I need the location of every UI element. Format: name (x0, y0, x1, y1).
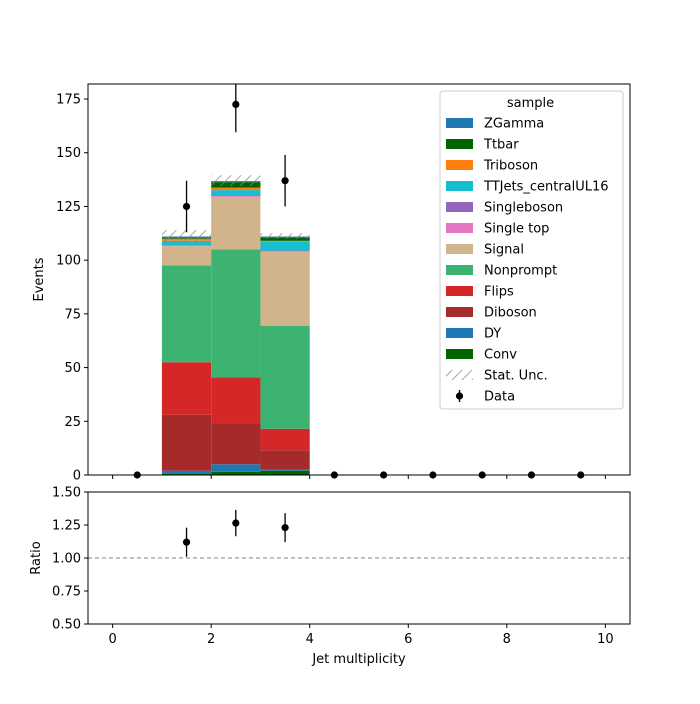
legend-swatch-triboson (446, 160, 473, 170)
bar-single-top-bin-0 (162, 246, 211, 247)
legend-label-ttjets-centralul16: TTJets_centralUL16 (483, 180, 609, 195)
legend-swatch-single-top (446, 223, 473, 233)
legend-label-signal: Signal (484, 243, 524, 258)
legend-swatch-zgamma (446, 118, 473, 128)
legend-label-ttbar: Ttbar (483, 138, 519, 153)
y-tick-label-50: 50 (64, 361, 81, 376)
bar-nonprompt-bin-1 (211, 249, 260, 377)
bar-single-top-bin-1 (211, 196, 260, 197)
ratio-y-tick-label-3: 1.25 (52, 519, 81, 534)
legend-swatch-stat-unc- (446, 370, 473, 380)
legend-label-stat-unc-: Stat. Unc. (484, 369, 548, 384)
ratio-plot: 0.50 0.75 1.00 1.25 1.50 0 2 4 6 8 10 Ratio Jet mult… (29, 486, 630, 668)
data-point-1 (183, 203, 190, 210)
ratio-point-0 (183, 539, 190, 546)
y-tick-label-25: 25 (64, 415, 81, 430)
bar-signal-bin-1 (211, 197, 260, 250)
legend-label-conv: Conv (484, 348, 517, 363)
legend-label-nonprompt: Nonprompt (484, 264, 557, 279)
legend-swatch-signal (446, 244, 473, 254)
bar-single-top-bin-2 (260, 251, 309, 252)
bar-conv-bin-2 (260, 471, 309, 475)
legend-marker-data (456, 392, 463, 399)
legend-swatch-nonprompt (446, 265, 473, 275)
bar-nonprompt-bin-2 (260, 326, 309, 429)
legend: sample ZGamma Ttbar Triboson TTJets_centralU… (440, 91, 623, 409)
legend-swatch-conv (446, 349, 473, 359)
legend-title: sample (507, 96, 554, 111)
y-tick-label-75: 75 (64, 307, 81, 322)
bar-dy-bin-2 (260, 470, 309, 471)
x-tick-label-0: 0 (108, 632, 116, 647)
legend-swatch-flips (446, 286, 473, 296)
y-tick-label-125: 125 (56, 200, 81, 215)
bar-triboson-bin-2 (260, 241, 309, 242)
ratio-y-axis-label: Ratio (29, 541, 44, 574)
legend-label-zgamma: ZGamma (484, 117, 544, 132)
legend-swatch-ttbar (446, 139, 473, 149)
data-point-3 (281, 177, 288, 184)
legend-swatch-ttjets-centralul16 (446, 181, 473, 191)
bar-ttjets-centralul16-bin-2 (260, 242, 309, 251)
ratio-point-1 (232, 519, 239, 526)
legend-label-singleboson: Singleboson (484, 201, 563, 216)
ratio-y-tick-label-1: 0.75 (52, 585, 81, 600)
x-tick-label-2: 2 (207, 632, 215, 647)
legend-label-single-top: Single top (484, 222, 549, 237)
ratio-y-tick-label-2: 1.00 (52, 552, 81, 567)
bar-signal-bin-0 (162, 246, 211, 265)
y-tick-label-150: 150 (56, 146, 81, 161)
x-tick-label-4: 4 (306, 632, 314, 647)
x-tick-label-8: 8 (503, 632, 511, 647)
bar-nonprompt-bin-0 (162, 266, 211, 363)
x-tick-label-6: 6 (404, 632, 412, 647)
stat-unc-band-1 (211, 175, 260, 186)
bar-flips-bin-2 (260, 429, 309, 450)
ratio-plot-frame (88, 492, 630, 624)
y-tick-label-0: 0 (73, 469, 81, 484)
legend-label-triboson: Triboson (483, 159, 538, 174)
y-tick-label-175: 175 (56, 93, 81, 108)
legend-label-flips: Flips (484, 285, 514, 300)
ratio-point-2 (281, 524, 288, 531)
stat-unc-band-2 (260, 233, 309, 238)
legend-swatch-diboson (446, 307, 473, 317)
legend-swatch-dy (446, 328, 473, 338)
bar-flips-bin-1 (211, 377, 260, 423)
bar-dy-bin-1 (211, 464, 260, 472)
legend-label-diboson: Diboson (484, 306, 537, 321)
bar-signal-bin-2 (260, 252, 309, 326)
bar-triboson-bin-1 (211, 188, 260, 191)
y-axis-label: Events (32, 257, 47, 301)
legend-label-dy: DY (484, 327, 501, 342)
ratio-y-tick-label-4: 1.50 (52, 486, 81, 501)
bar-dy-bin-0 (162, 471, 211, 474)
bar-ttjets-centralul16-bin-1 (211, 190, 260, 195)
legend-label-data: Data (484, 390, 515, 405)
ratio-y-tick-label-0: 0.50 (52, 618, 81, 633)
bar-diboson-bin-0 (162, 415, 211, 471)
bar-diboson-bin-1 (211, 423, 260, 464)
data-point-2 (232, 101, 239, 108)
x-tick-label-10: 10 (597, 632, 614, 647)
y-tick-label-100: 100 (56, 254, 81, 269)
bar-diboson-bin-2 (260, 450, 309, 469)
legend-swatch-singleboson (446, 202, 473, 212)
bar-flips-bin-0 (162, 362, 211, 415)
x-axis-label: Jet multiplicity (311, 652, 406, 667)
